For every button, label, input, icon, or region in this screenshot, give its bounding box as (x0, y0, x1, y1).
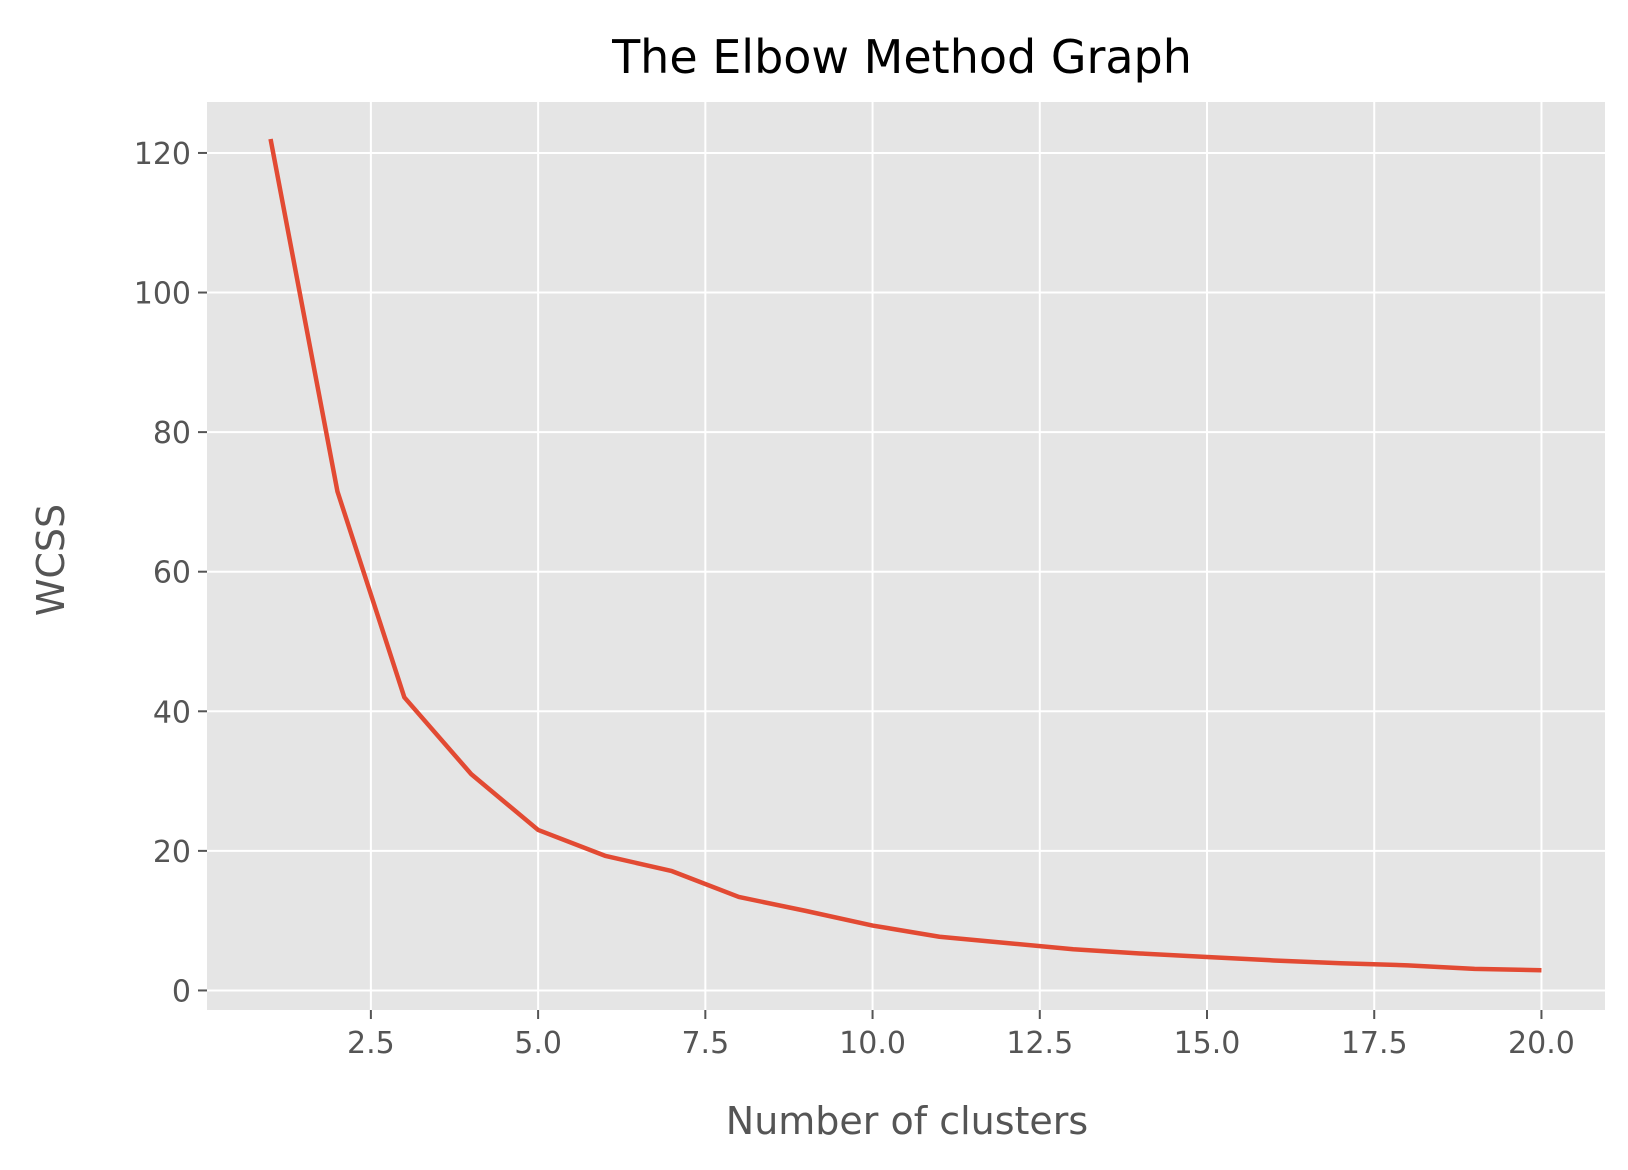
x-tick-label: 2.5 (347, 1026, 395, 1061)
plot-area (207, 102, 1605, 1010)
x-tick-label: 15.0 (1174, 1026, 1241, 1061)
y-tick-label: 100 (134, 277, 191, 312)
y-tick-label: 60 (153, 556, 191, 591)
y-tick-label: 120 (134, 137, 191, 172)
series-line (268, 138, 1542, 973)
series-layer (268, 138, 1542, 973)
y-tick-label: 20 (153, 835, 191, 870)
x-axis-label: Number of clusters (726, 1099, 1088, 1143)
y-axis-label: WCSS (29, 504, 73, 616)
y-tick-label: 80 (153, 416, 191, 451)
grid-lines (207, 102, 1605, 1010)
x-tick-label: 12.5 (1006, 1026, 1073, 1061)
axis-ticks: 2.5 5.0 7.5 10.0 12.5 15.0 17.5 20.0 0 20 40 60 80 10… (134, 137, 1575, 1061)
x-tick-label: 20.0 (1508, 1026, 1575, 1061)
y-tick-label: 0 (172, 974, 191, 1009)
y-tick-label: 40 (153, 695, 191, 730)
chart-title: The Elbow Method Graph (611, 30, 1192, 84)
x-tick-label: 10.0 (839, 1026, 906, 1061)
x-tick-label: 7.5 (681, 1026, 729, 1061)
x-tick-label: 5.0 (514, 1026, 562, 1061)
x-tick-label: 17.5 (1341, 1026, 1408, 1061)
